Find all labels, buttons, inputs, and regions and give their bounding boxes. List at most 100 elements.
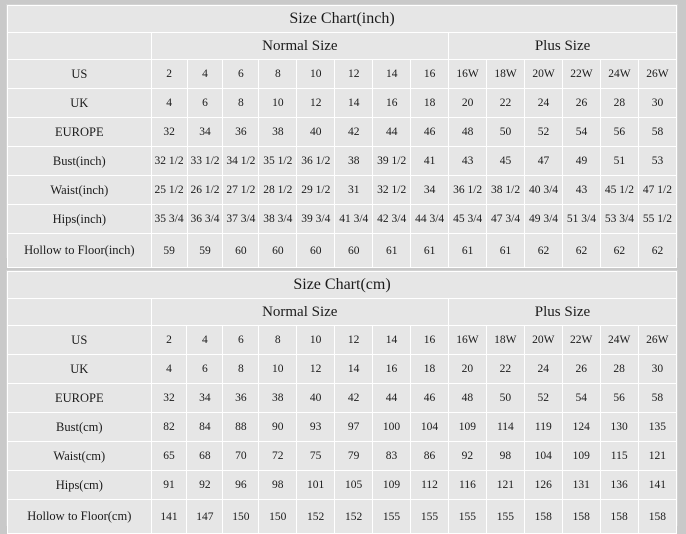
table-row-us: US 2 4 6 8 10 12 14 16 16W 18W 20W 22W 2…	[7, 325, 678, 355]
cell-hips-1: 92	[186, 470, 224, 500]
group-header-blank	[7, 298, 152, 326]
cell-waist-5: 79	[334, 441, 374, 471]
cell-uk-10: 24	[524, 88, 563, 118]
cell-hips-11: 131	[561, 470, 601, 500]
cell-bust-3: 35 1/2	[258, 146, 298, 176]
cell-hollow-11: 158	[561, 499, 601, 534]
cell-bust-7: 104	[410, 412, 449, 442]
cell-us-13: 26W	[637, 59, 678, 89]
cell-hollow-11: 62	[561, 233, 601, 268]
cell-hips-3: 98	[258, 470, 298, 500]
cell-bust-1: 84	[186, 412, 224, 442]
cell-bust-5: 38	[334, 146, 374, 176]
cell-us-13: 26W	[637, 325, 678, 355]
group-header-row: Normal Size Plus Size	[7, 32, 677, 60]
size-chart-cm: Size Chart(cm) Normal Size Plus Size US …	[6, 270, 678, 534]
cell-waist-1: 26 1/2	[186, 175, 224, 205]
cell-europe-13: 58	[637, 383, 678, 413]
cell-bust-4: 36 1/2	[296, 146, 336, 176]
row-label-waist: Waist(inch)	[7, 175, 152, 205]
cell-europe-1: 34	[186, 383, 224, 413]
cell-hollow-7: 61	[410, 233, 450, 268]
cell-uk-4: 12	[296, 354, 336, 384]
cell-hollow-5: 60	[334, 233, 374, 268]
cell-hips-3: 38 3/4	[258, 204, 298, 234]
cell-hollow-9: 61	[486, 233, 526, 268]
cell-europe-1: 34	[186, 117, 224, 147]
cell-bust-4: 93	[296, 412, 336, 442]
cell-hollow-6: 61	[372, 233, 412, 268]
cell-europe-4: 40	[296, 383, 336, 413]
table-row-hips: Hips(inch) 35 3/4 36 3/4 37 3/4 38 3/4 3…	[7, 204, 678, 234]
cell-uk-3: 10	[258, 88, 298, 118]
cell-us-7: 16	[410, 325, 449, 355]
cell-bust-3: 90	[258, 412, 298, 442]
cell-us-4: 10	[296, 325, 336, 355]
cell-hips-6: 109	[372, 470, 412, 500]
cell-europe-3: 38	[258, 383, 298, 413]
cell-bust-6: 39 1/2	[372, 146, 412, 176]
cell-hollow-8: 155	[447, 499, 487, 534]
cell-us-11: 22W	[561, 59, 601, 89]
cell-uk-0: 4	[150, 88, 188, 118]
cell-bust-9: 114	[485, 412, 525, 442]
cell-us-9: 18W	[486, 59, 526, 89]
cell-uk-0: 4	[150, 354, 188, 384]
size-table-inch: Size Chart(inch) Normal Size Plus Size U…	[7, 5, 678, 268]
cell-hips-10: 126	[523, 470, 563, 500]
cell-europe-9: 50	[485, 383, 525, 413]
cell-us-7: 16	[410, 59, 450, 89]
cell-europe-3: 38	[258, 117, 298, 147]
cell-hollow-13: 158	[637, 499, 678, 534]
cell-us-3: 8	[258, 325, 298, 355]
cell-bust-6: 100	[372, 412, 412, 442]
cell-europe-2: 36	[222, 383, 260, 413]
cell-waist-0: 25 1/2	[150, 175, 188, 205]
table-row-bust: Bust(inch) 32 1/2 33 1/2 34 1/2 35 1/2 3…	[7, 146, 678, 176]
cell-europe-10: 52	[523, 383, 563, 413]
cell-uk-8: 20	[447, 354, 487, 384]
cell-uk-13: 30	[637, 354, 678, 384]
cell-bust-1: 33 1/2	[186, 146, 224, 176]
cell-us-8: 16W	[447, 325, 487, 355]
cell-hips-2: 37 3/4	[222, 204, 260, 234]
cell-uk-5: 14	[334, 354, 374, 384]
cell-hips-5: 41 3/4	[334, 204, 374, 234]
cell-europe-11: 54	[561, 117, 601, 147]
cell-us-9: 18W	[485, 325, 525, 355]
cell-uk-12: 28	[599, 88, 639, 118]
chart-title: Size Chart(inch)	[7, 5, 677, 33]
title-row: Size Chart(cm)	[7, 271, 677, 299]
cell-uk-4: 12	[296, 88, 336, 118]
cell-waist-9: 98	[485, 441, 525, 471]
row-label-europe: EUROPE	[7, 117, 152, 147]
cell-hollow-2: 150	[222, 499, 260, 534]
cell-uk-3: 10	[258, 354, 298, 384]
table-row-hips: Hips(cm) 91 92 96 98 101 105 109 112 116…	[7, 470, 678, 500]
cell-uk-9: 22	[486, 88, 526, 118]
cell-us-11: 22W	[561, 325, 601, 355]
cell-uk-5: 14	[334, 88, 374, 118]
cell-europe-0: 32	[150, 117, 188, 147]
cell-hips-6: 42 3/4	[372, 204, 412, 234]
cell-europe-13: 58	[637, 117, 678, 147]
cell-bust-0: 82	[150, 412, 188, 442]
cell-hips-12: 53 3/4	[599, 204, 639, 234]
cell-bust-2: 88	[222, 412, 260, 442]
cell-bust-8: 43	[448, 146, 488, 176]
group-header-blank	[7, 32, 152, 60]
cell-us-6: 14	[372, 59, 412, 89]
cell-bust-13: 135	[637, 412, 678, 442]
cell-bust-10: 119	[523, 412, 563, 442]
table-row-uk: UK 4 6 8 10 12 14 16 18 20 22 24 26 28 3…	[7, 88, 678, 118]
row-label-bust: Bust(cm)	[7, 412, 152, 442]
row-label-uk: UK	[7, 354, 152, 384]
cell-hollow-6: 155	[372, 499, 412, 534]
cell-europe-4: 40	[296, 117, 336, 147]
cell-waist-10: 40 3/4	[524, 175, 563, 205]
cell-europe-0: 32	[150, 383, 188, 413]
cell-hollow-10: 62	[524, 233, 563, 268]
title-row: Size Chart(inch)	[7, 5, 677, 33]
cell-uk-12: 28	[599, 354, 639, 384]
